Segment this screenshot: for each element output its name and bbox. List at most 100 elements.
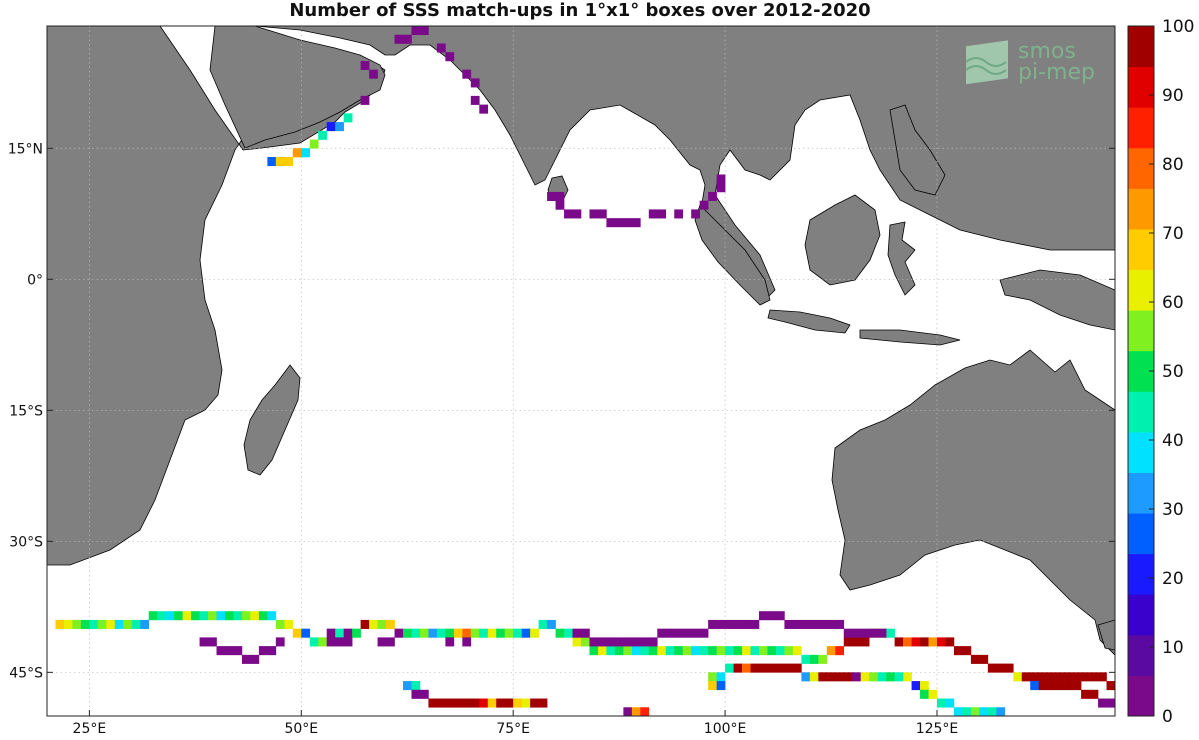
- matchup-cell: [809, 654, 819, 664]
- matchup-cell: [284, 619, 294, 629]
- matchup-cell: [606, 637, 616, 647]
- matchup-cell: [572, 628, 582, 638]
- matchup-cell: [750, 663, 760, 673]
- matchup-cell: [826, 672, 836, 682]
- matchup-cell: [937, 637, 946, 647]
- matchup-cell: [225, 646, 234, 656]
- matchup-cell: [419, 628, 429, 638]
- matchup-cell: [716, 183, 726, 193]
- matchup-cell: [920, 681, 929, 691]
- matchup-cell: [962, 646, 972, 656]
- matchup-cell: [623, 218, 633, 228]
- matchup-cell: [63, 619, 73, 629]
- matchup-cell: [716, 672, 726, 682]
- matchup-cell: [1089, 689, 1099, 699]
- matchup-cell: [597, 646, 607, 656]
- colorbar-segment: [1128, 634, 1154, 676]
- matchup-cell: [699, 628, 709, 638]
- matchup-cell: [1081, 689, 1090, 699]
- matchup-cell: [843, 672, 853, 682]
- matchup-cell: [538, 619, 548, 629]
- matchup-cell: [1047, 672, 1056, 682]
- colorbar-tick-label: 0: [1162, 707, 1173, 727]
- matchup-cell: [725, 646, 734, 656]
- matchup-cell: [750, 646, 760, 656]
- matchup-cell: [835, 672, 845, 682]
- matchup-cell: [513, 628, 522, 638]
- matchup-cell: [72, 619, 82, 629]
- matchup-cell: [691, 646, 700, 656]
- matchup-cell: [411, 689, 421, 699]
- matchup-cell: [174, 611, 183, 621]
- matchup-cell: [970, 707, 980, 716]
- matchup-cell: [403, 34, 412, 44]
- y-axis-ticks: 15°N 0° 15°S 30°S 45°S: [8, 141, 1115, 681]
- matchup-cell: [470, 78, 480, 88]
- matchup-cell: [945, 637, 955, 647]
- new-guinea: [999, 269, 1115, 331]
- colorbar-segment: [1128, 188, 1154, 230]
- matchup-cell: [470, 628, 480, 638]
- matchup-cell: [530, 628, 539, 638]
- matchup-cell: [479, 104, 489, 114]
- matchup-cell: [1038, 672, 1048, 682]
- matchup-cell: [343, 637, 353, 647]
- matchup-cell: [411, 26, 421, 36]
- matchup-cell: [801, 654, 811, 664]
- matchup-cell: [1081, 672, 1090, 682]
- matchup-cell: [623, 637, 633, 647]
- matchup-cell: [216, 611, 226, 621]
- matchup-cell: [733, 663, 743, 673]
- matchup-cell: [606, 218, 616, 228]
- matchup-cell: [614, 637, 624, 647]
- matchup-cell: [589, 637, 599, 647]
- matchup-cell: [1106, 681, 1115, 691]
- smos-pimep-logo: smos pi-mep: [965, 39, 1095, 85]
- matchup-cell: [360, 60, 370, 70]
- matchup-cell: [716, 174, 726, 184]
- matchup-cell: [767, 646, 777, 656]
- matchup-cell: [894, 672, 904, 682]
- matchup-cell: [886, 672, 895, 682]
- matchup-cell: [555, 200, 565, 210]
- matchup-cell: [903, 637, 912, 647]
- colorbar-tick-label: 50: [1162, 362, 1184, 382]
- matchup-cell: [292, 628, 302, 638]
- matchup-cell: [708, 646, 717, 656]
- chart-title: Number of SSS match-ups in 1°x1° boxes o…: [289, 0, 871, 21]
- matchup-cell: [903, 672, 912, 682]
- y-tick-label: 15°S: [9, 403, 43, 419]
- matchup-cell: [453, 628, 463, 638]
- matchup-cell: [301, 148, 311, 158]
- colorbar-tick-label: 60: [1162, 293, 1184, 313]
- matchup-cell: [623, 707, 633, 716]
- matchup-cell: [419, 26, 429, 36]
- matchup-cell: [233, 611, 243, 621]
- matchup-cell: [725, 663, 734, 673]
- madagascar: [243, 364, 301, 476]
- matchup-cell: [106, 619, 116, 629]
- matchup-cell: [708, 619, 717, 629]
- matchup-cell: [377, 637, 387, 647]
- matchup-cell: [572, 637, 582, 647]
- matchup-cell: [462, 698, 472, 708]
- matchup-cell: [733, 619, 743, 629]
- matchup-cell: [436, 43, 446, 53]
- matchup-cell: [682, 628, 692, 638]
- matchup-cell: [691, 628, 700, 638]
- matchup-cell: [114, 619, 124, 629]
- matchup-cell: [987, 663, 997, 673]
- matchup-cell: [1072, 681, 1082, 691]
- matchup-cell: [394, 628, 404, 638]
- matchup-cell: [1064, 681, 1073, 691]
- matchup-cell: [419, 689, 429, 699]
- matchup-cell: [843, 628, 853, 638]
- matchup-cell: [55, 619, 65, 629]
- matchup-cell: [284, 157, 294, 167]
- matchup-cell: [597, 637, 607, 647]
- matchup-cell: [826, 619, 836, 629]
- matchup-cell: [742, 646, 751, 656]
- matchup-cell: [657, 646, 667, 656]
- matchup-cell: [258, 646, 268, 656]
- matchup-cell: [1064, 672, 1073, 682]
